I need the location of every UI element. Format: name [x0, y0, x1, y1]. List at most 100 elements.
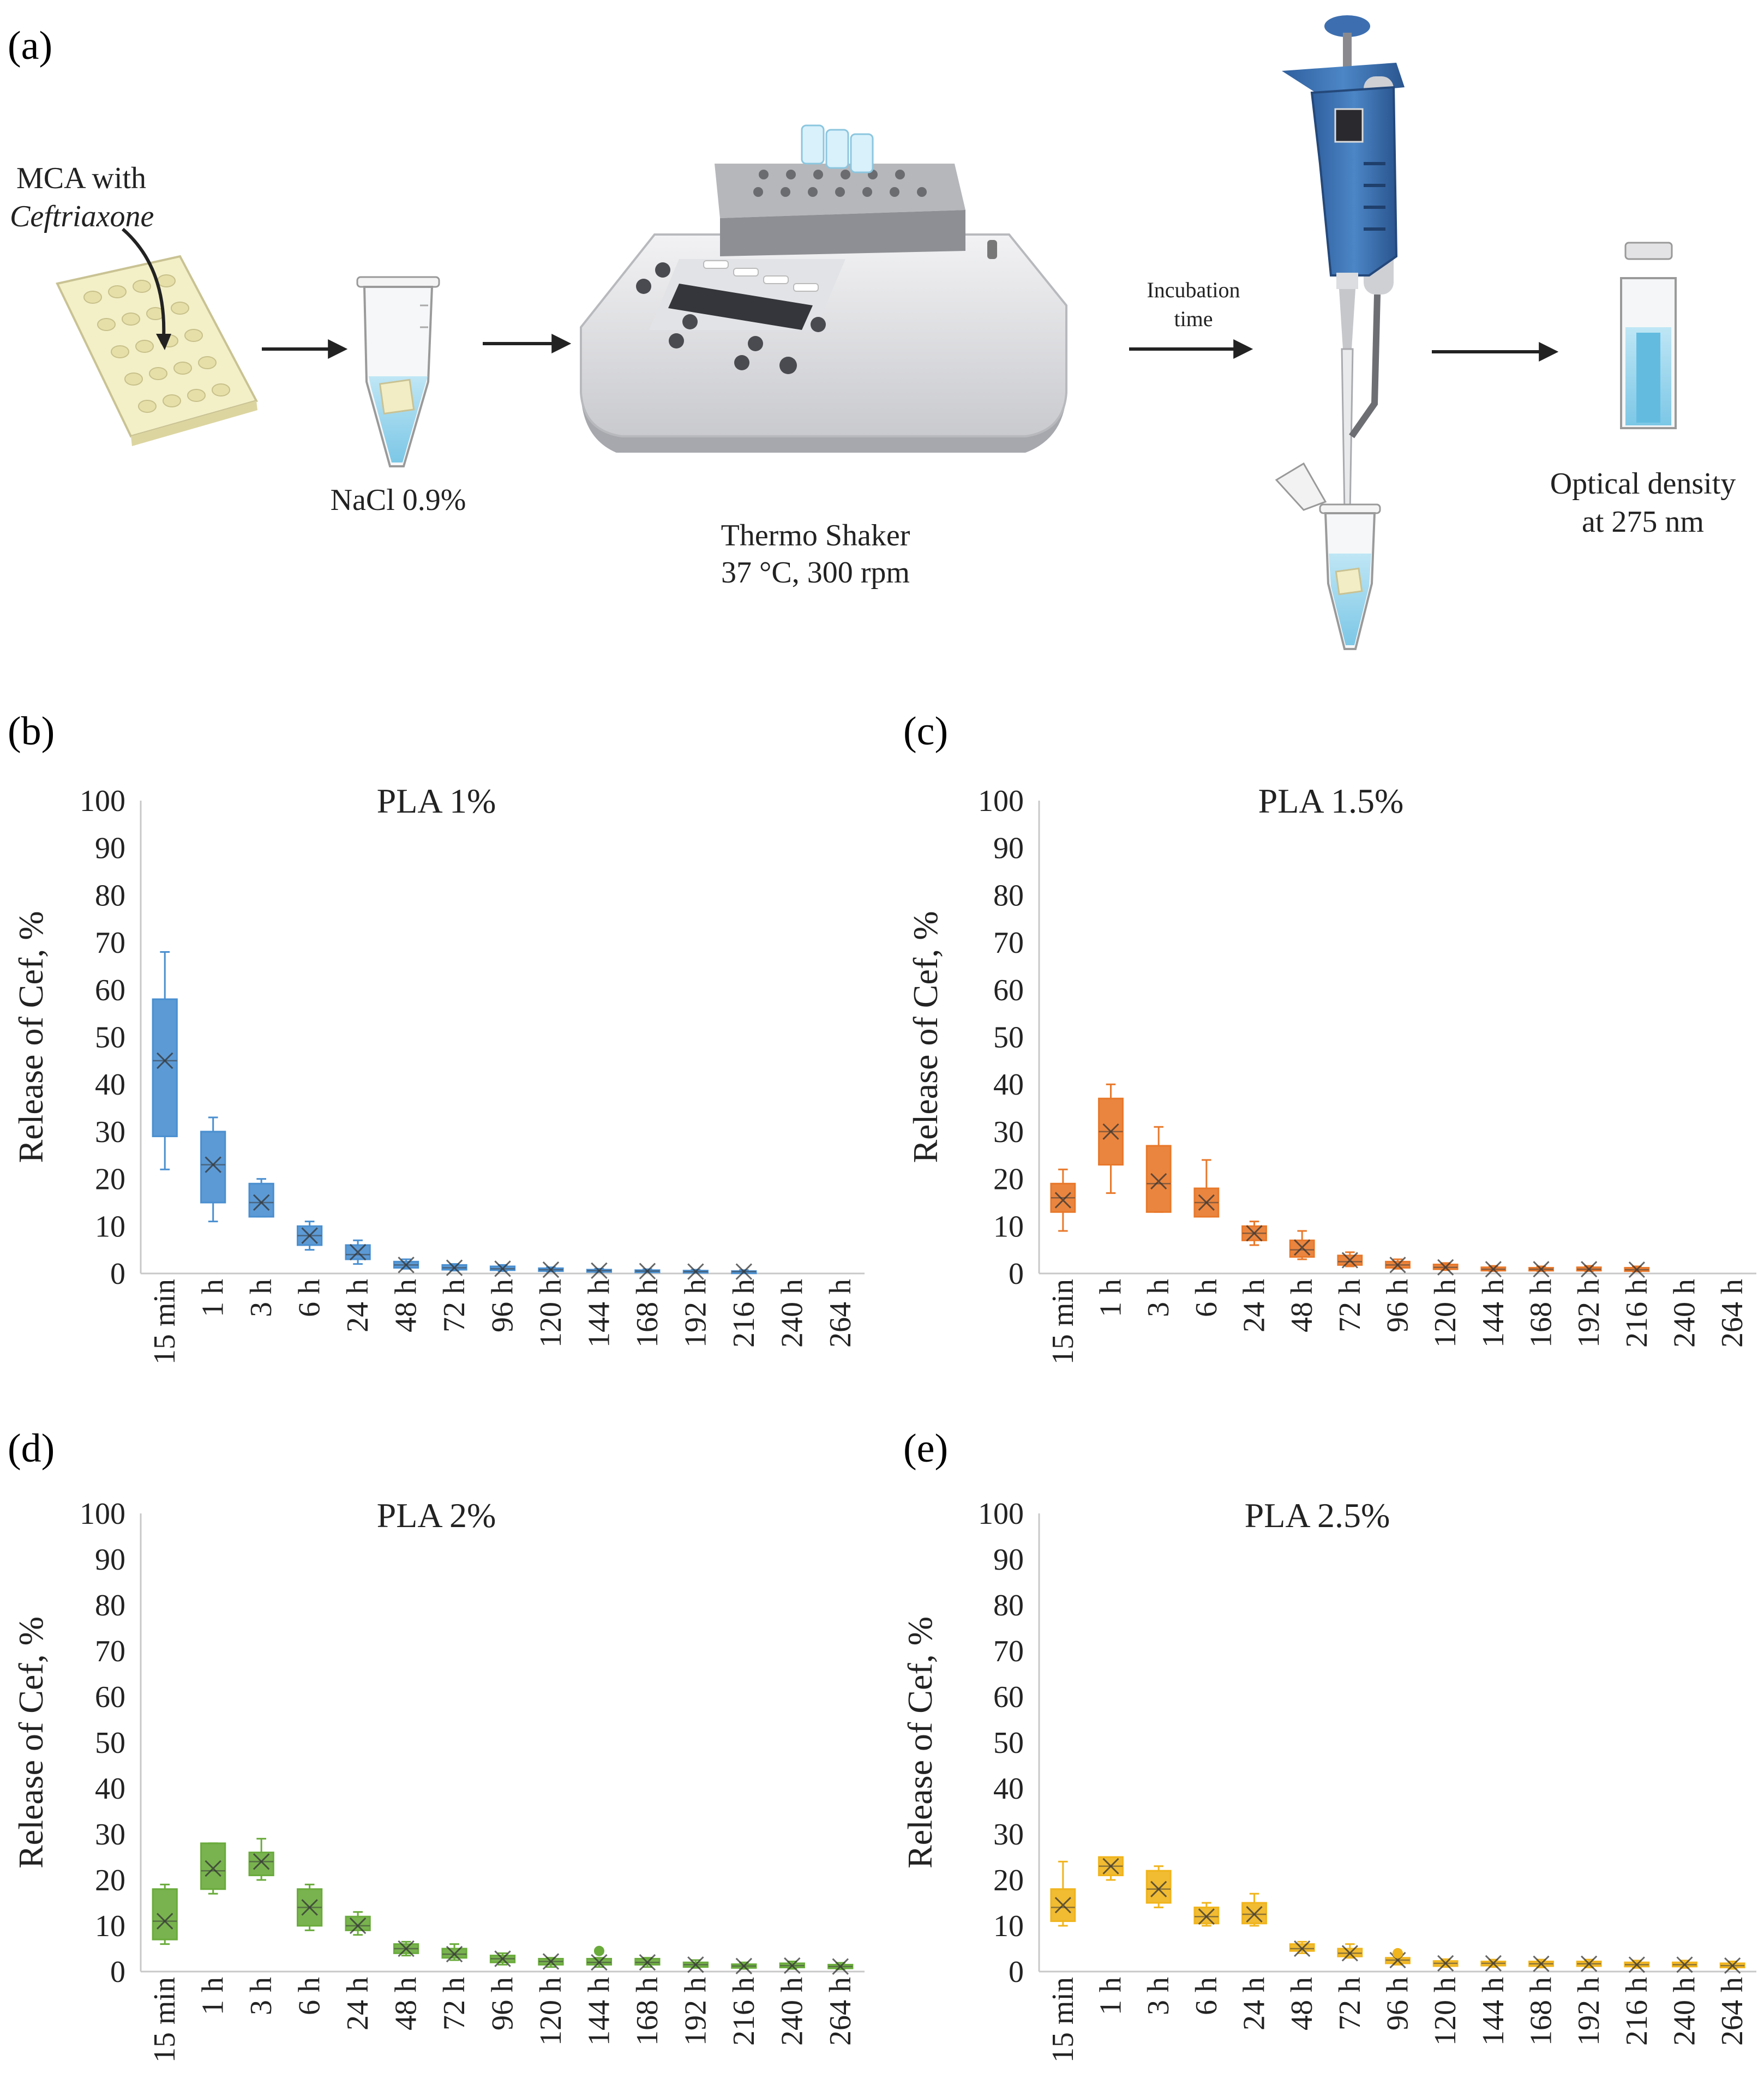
y-tick-label: 40 [95, 1068, 125, 1102]
mean-marker [205, 1860, 221, 1877]
box-3-h [248, 1837, 274, 1881]
mean-marker [349, 1243, 367, 1261]
y-tick-label: 50 [993, 1021, 1024, 1055]
y-tick-label: 20 [993, 1163, 1024, 1197]
y-tick-label: 100 [80, 1497, 125, 1531]
mean-marker [1198, 1194, 1215, 1211]
box-120-h [1432, 1259, 1459, 1276]
mean-marker [1198, 1908, 1215, 1925]
mca-label-line1: MCA with [16, 161, 146, 195]
chart-title: PLA 2% [377, 1496, 496, 1535]
box-192-h [1576, 1261, 1602, 1278]
x-tick-label: 240 h [775, 1977, 809, 2046]
y-tick-label: 20 [993, 1864, 1024, 1897]
panel-letter: (c) [903, 709, 948, 754]
mean-marker [1294, 1239, 1311, 1256]
x-tick-label: 1 h [196, 1977, 230, 2015]
box-6-h [297, 1221, 323, 1251]
mean-marker [1246, 1906, 1263, 1923]
box-48-h [1289, 1940, 1315, 1957]
x-tick-label: 3 h [244, 1279, 278, 1317]
x-tick-label: 192 h [1572, 1279, 1606, 1348]
mean-marker [446, 1259, 463, 1276]
mean-marker [301, 1227, 318, 1244]
x-tick-label: 48 h [389, 1279, 423, 1332]
y-tick-label: 10 [993, 1210, 1024, 1243]
shaker-label-line2: 37 °C, 300 rpm [721, 556, 910, 590]
mean-marker [542, 1261, 560, 1278]
thermo-shaker-illustration [580, 124, 1067, 453]
panel-a: (a) MCA with Ceftriaxone [8, 15, 1736, 650]
tube-label: NaCl 0.9% [331, 483, 466, 517]
cuvette-illustration [1620, 242, 1677, 429]
mean-marker [687, 1956, 704, 1973]
y-tick-label: 20 [95, 1864, 125, 1897]
y-tick-label: 40 [95, 1772, 125, 1806]
x-tick-label: 192 h [679, 1279, 712, 1348]
x-tick-label: 72 h [437, 1977, 471, 2030]
mean-marker [349, 1917, 367, 1934]
box-144-h [586, 1945, 613, 1971]
box-24-h [345, 1911, 371, 1936]
y-tick-label: 10 [95, 1909, 125, 1943]
chart-panel-b: (b) PLA 1% Release of Cef, % 0 10 20 30 40 50 60 7… [8, 709, 865, 1365]
x-tick-label: 168 h [1525, 1977, 1558, 2046]
y-tick-label: 80 [993, 1589, 1024, 1623]
y-tick-label: 30 [95, 1115, 125, 1149]
mean-marker [253, 1853, 270, 1870]
box-24-h [1241, 1221, 1267, 1246]
box-216-h [731, 1263, 757, 1280]
box-120-h [538, 1953, 564, 1970]
box-168-h [634, 1263, 661, 1279]
mean-marker [253, 1194, 270, 1211]
y-tick-label: 100 [978, 784, 1024, 818]
box-264-h [827, 1958, 854, 1975]
y-tick-label: 60 [993, 974, 1024, 1007]
mean-marker [591, 1262, 608, 1279]
y-tick-label: 20 [95, 1163, 125, 1197]
chart-panel-d: (d) PLA 2% Release of Cef, % 0 10 20 30 40 50 60 7… [8, 1426, 865, 2063]
box-15-min [152, 951, 178, 1170]
y-tick-label: 50 [993, 1726, 1024, 1760]
x-tick-label: 168 h [631, 1279, 664, 1348]
x-tick-label: 120 h [1429, 1977, 1462, 2046]
box-72-h [441, 1259, 467, 1276]
panel-a-letter: (a) [8, 23, 52, 68]
mean-marker [1294, 1940, 1311, 1957]
x-tick-label: 6 h [293, 1279, 327, 1317]
y-tick-label: 90 [993, 1543, 1024, 1577]
y-tick-label: 0 [1009, 1257, 1024, 1291]
x-tick-label: 96 h [1381, 1279, 1415, 1332]
chart-title: PLA 1% [377, 782, 496, 820]
y-tick-label: 0 [110, 1257, 125, 1291]
box-240-h [1672, 1956, 1697, 1973]
x-tick-label: 3 h [1142, 1977, 1175, 2015]
x-tick-label: 120 h [534, 1279, 568, 1348]
x-tick-label: 216 h [1620, 1279, 1654, 1348]
chart-title: PLA 1.5% [1258, 782, 1404, 820]
outlier-point [1393, 1948, 1403, 1958]
y-tick-label: 90 [95, 1543, 125, 1577]
box-96-h [1385, 1948, 1411, 1969]
x-tick-label: 1 h [1094, 1279, 1128, 1317]
box-3-h [1145, 1865, 1172, 1908]
mean-marker [1389, 1951, 1406, 1969]
box-48-h [393, 1257, 419, 1273]
mean-marker [639, 1954, 656, 1971]
box-120-h [1432, 1955, 1459, 1972]
box-72-h [441, 1943, 467, 1963]
box-15-min [1050, 1168, 1076, 1232]
y-tick-label: 70 [993, 926, 1024, 960]
x-tick-label: 216 h [1620, 1977, 1654, 2046]
box-192-h [682, 1956, 709, 1973]
box-6-h [1193, 1902, 1220, 1927]
box-216-h [1624, 1956, 1650, 1973]
x-tick-label: 168 h [631, 1977, 664, 2046]
x-tick-label: 72 h [1333, 1977, 1367, 2030]
x-tick-label: 6 h [293, 1977, 327, 2015]
x-tick-label: 48 h [1285, 1279, 1319, 1332]
y-axis-label: Release of Cef, % [11, 911, 50, 1163]
box-168-h [634, 1954, 661, 1971]
x-tick-label: 96 h [486, 1279, 520, 1332]
